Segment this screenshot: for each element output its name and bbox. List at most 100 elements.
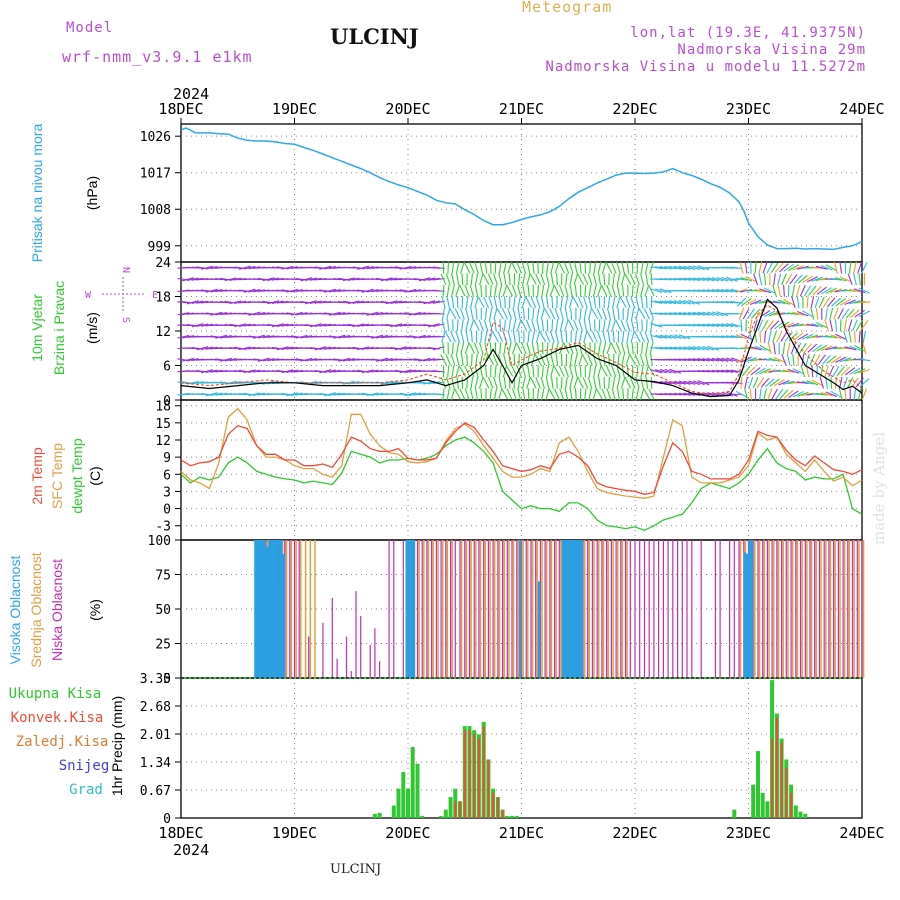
wind-barb [522, 284, 526, 297]
precip-bar-total [510, 815, 514, 818]
wind-barb [588, 388, 592, 401]
wind-barb [777, 273, 782, 286]
wind-barb [810, 296, 815, 309]
wind-barb [517, 273, 521, 286]
precip-bar-total [415, 763, 420, 818]
wind-barb [456, 376, 459, 389]
wind-barb [598, 376, 601, 389]
wind-barb [634, 273, 640, 286]
wind-barb [833, 307, 839, 320]
wind-barb [683, 299, 696, 305]
wind-barb [324, 392, 336, 397]
wind-barb [848, 300, 861, 305]
wind-barb [767, 342, 772, 355]
wind-barb [479, 273, 484, 286]
y-tick-label: 3.35 [140, 672, 171, 687]
wind-barb [587, 376, 593, 389]
wind-barb [539, 331, 547, 343]
wind-barb [754, 261, 757, 274]
wind-barb [749, 346, 762, 351]
wind-barb [440, 376, 447, 389]
wind-barb [281, 369, 294, 374]
wind-barb [498, 365, 502, 378]
wind-barb [536, 342, 540, 355]
wind-barb [835, 356, 847, 363]
panel-precipitation [175, 677, 863, 819]
wind-barb [606, 307, 612, 320]
wind-barb [394, 323, 407, 327]
wind-barb [526, 342, 531, 355]
wind-barb [791, 296, 796, 309]
wind-barb [466, 353, 468, 366]
wind-barb [496, 308, 504, 320]
wind-barb [583, 330, 588, 343]
wind-barb [611, 365, 617, 378]
wind-barb [442, 342, 445, 355]
wind-barb [825, 334, 838, 339]
wind-barb [469, 261, 475, 274]
wind-barb [625, 296, 631, 309]
wind-barb [541, 284, 545, 297]
wind-barb [492, 353, 499, 366]
wind-barb [644, 365, 649, 378]
wind-barb [769, 320, 780, 330]
wind-barb [456, 342, 460, 355]
wind-barb [785, 273, 793, 285]
wind-barb [664, 346, 677, 350]
wind-barb [432, 289, 445, 292]
wind-barb [804, 285, 812, 297]
wind-barb [584, 284, 587, 297]
wind-barb [559, 342, 565, 355]
wind-barb [741, 366, 751, 377]
wind-barb [451, 376, 455, 389]
wind-barb [508, 353, 512, 366]
precip-bar-convective [790, 792, 793, 818]
wind-barb [749, 299, 762, 306]
wind-barb [484, 330, 488, 343]
wind-barb [553, 285, 561, 297]
x-tick-label-top: 18DEC [158, 100, 203, 118]
wind-barb [205, 266, 218, 270]
wind-barb [607, 330, 611, 343]
wind-barb [721, 391, 734, 397]
wind-barb [641, 342, 644, 355]
wind-barb [474, 296, 479, 309]
wind-barb [560, 330, 564, 343]
wind-barb [578, 342, 583, 355]
wind-barb [186, 277, 199, 282]
wind-barb [839, 276, 852, 283]
wind-barb [854, 330, 856, 343]
wind-barb [451, 261, 455, 274]
wind-barb [482, 273, 490, 285]
wind-barb [847, 319, 853, 332]
wind-unit-label: (m/s) [84, 312, 100, 344]
wind-barb [856, 319, 864, 331]
wind-barb [281, 265, 294, 270]
wind-barb [516, 365, 522, 378]
wind-barb [530, 296, 537, 309]
x-tick-label-bottom: 22DEC [612, 824, 657, 842]
wind-barb [469, 319, 475, 332]
wind-barb [493, 376, 498, 389]
wind-barb [492, 331, 499, 343]
wind-barb [579, 365, 582, 378]
wind-barb [546, 342, 549, 355]
wind-barb [833, 261, 839, 274]
precip-bar-convective [454, 801, 457, 818]
wind-barb [688, 380, 701, 386]
wind-barb [707, 357, 720, 362]
y-tick-label: 100 [148, 534, 171, 549]
wind-barb [763, 388, 768, 401]
wind-barb [191, 381, 204, 385]
wind-barb [811, 322, 823, 328]
wind-barb [631, 388, 634, 401]
wind-barb [501, 388, 509, 400]
wind-barb [550, 342, 554, 355]
wind-barb [707, 369, 720, 373]
wind-barb [502, 365, 508, 378]
wind-barb [763, 368, 776, 374]
wind-barb [861, 388, 868, 401]
wind-barb [611, 319, 617, 332]
wind-barb [328, 289, 341, 293]
wind-barb [591, 331, 598, 343]
